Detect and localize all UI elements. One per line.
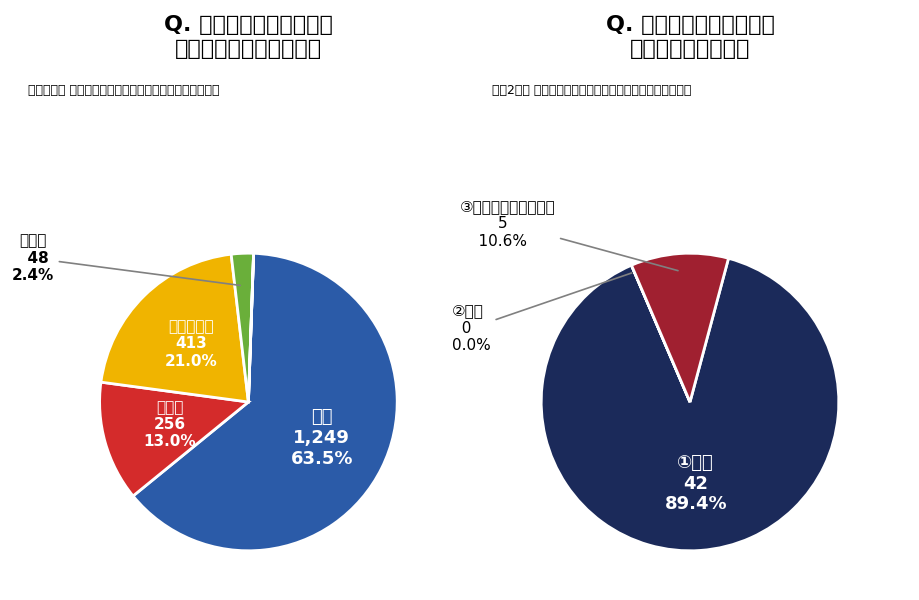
Wedge shape	[101, 254, 248, 402]
Text: 令和元年度 従事クリーニング師へのアンケート調査より: 令和元年度 従事クリーニング師へのアンケート調査より	[28, 84, 219, 97]
Text: ①賛成
42
89.4%: ①賛成 42 89.4%	[664, 454, 726, 514]
Text: Q. クリーニング師試験の: Q. クリーニング師試験の	[605, 15, 774, 35]
Text: Q. クリーニング師試験は: Q. クリーニング師試験は	[164, 15, 333, 35]
Text: 無回答
  48
2.4%: 無回答 48 2.4%	[12, 233, 240, 286]
Text: 全国統一化について: 全国統一化について	[630, 39, 749, 59]
Wedge shape	[133, 253, 397, 551]
Text: ③どちらとも言えない
        5
    10.6%: ③どちらとも言えない 5 10.6%	[459, 199, 677, 271]
Wedge shape	[630, 253, 728, 402]
Wedge shape	[630, 265, 689, 402]
Text: ②反対
  0
0.0%: ②反対 0 0.0%	[451, 273, 631, 353]
Text: 令和2年度 都道府県衛生主管部局へのアンケート調査より: 令和2年度 都道府県衛生主管部局へのアンケート調査より	[492, 84, 691, 97]
Text: はい
1,249
63.5%: はい 1,249 63.5%	[290, 409, 353, 468]
Text: いいえ
256
13.0%: いいえ 256 13.0%	[143, 400, 196, 449]
Wedge shape	[540, 258, 838, 551]
Wedge shape	[99, 382, 248, 496]
Text: 全国統一にした方が良い: 全国統一にした方が良い	[175, 39, 322, 59]
Text: わからない
413
21.0%: わからない 413 21.0%	[165, 319, 217, 369]
Wedge shape	[248, 253, 254, 402]
Wedge shape	[231, 253, 254, 402]
